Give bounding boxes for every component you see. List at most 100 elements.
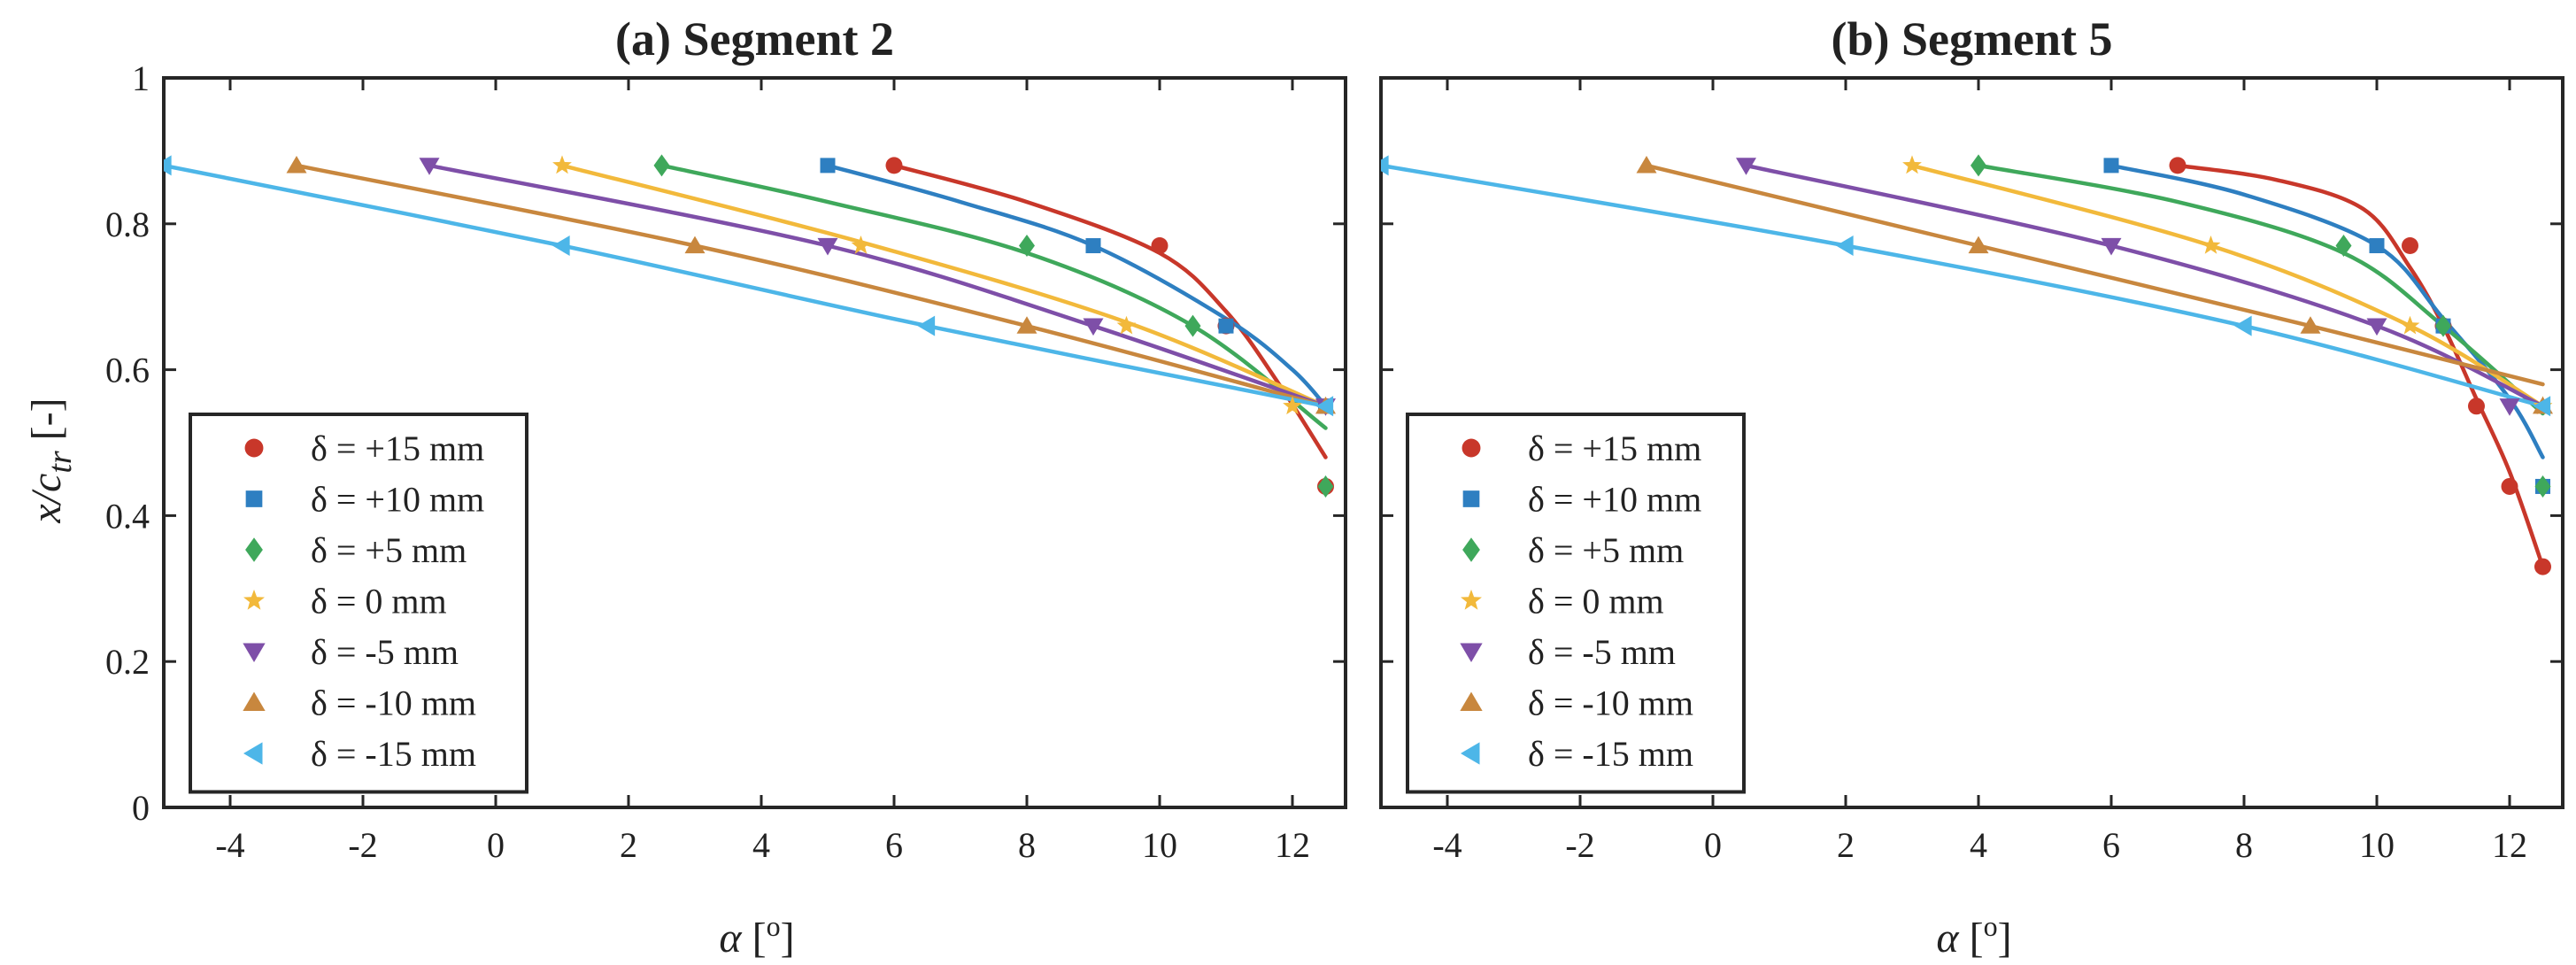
x-tick-label: 6 — [2102, 825, 2120, 865]
y-tick-label: 0.6 — [105, 351, 150, 390]
x-tick-label: -2 — [348, 825, 377, 865]
y-tick-label: 1 — [132, 58, 150, 98]
x-tick-label: 10 — [2359, 825, 2395, 865]
data-point — [2369, 238, 2385, 254]
chart-title: (a) Segment 2 — [615, 12, 894, 66]
x-tick-label: -4 — [215, 825, 244, 865]
x-tick-label: 4 — [752, 825, 770, 865]
data-point — [2400, 315, 2420, 335]
x-axis-label-unit-open: [ — [742, 915, 767, 961]
legend-marker — [245, 490, 263, 507]
data-point — [1381, 155, 1389, 176]
legend-entry: δ = -10 mm — [311, 683, 476, 723]
x-tick-label: 8 — [2235, 825, 2253, 865]
x-axis-label-b: α [o] — [1936, 910, 2011, 961]
x-tick-label: 8 — [1018, 825, 1036, 865]
series-line — [1644, 163, 2545, 387]
plot-frame — [1379, 76, 2564, 809]
data-point — [2366, 318, 2387, 336]
legend-marker — [243, 589, 265, 610]
data-point — [1016, 316, 1037, 334]
data-point — [2499, 398, 2520, 416]
legend-marker — [243, 742, 263, 765]
data-point — [885, 157, 903, 174]
data-point — [1116, 315, 1137, 335]
legend-entry: δ = +10 mm — [1528, 480, 1701, 520]
x-axis-label-symbol: α — [1936, 915, 1959, 961]
chart-title: (b) Segment 5 — [1832, 12, 2113, 66]
series-line — [559, 163, 1328, 409]
data-point — [1184, 314, 1201, 337]
data-point — [2101, 237, 2122, 256]
x-tick-label: 0 — [1704, 825, 1722, 865]
x-axis-label-unit-close: ] — [781, 915, 795, 961]
data-point — [2103, 158, 2119, 174]
legend-box — [1406, 413, 1746, 794]
legend-entry: δ = -10 mm — [1528, 683, 1693, 723]
series-line — [164, 163, 1328, 409]
data-point — [1151, 237, 1168, 255]
y-tick-label: 0.4 — [105, 496, 150, 536]
data-point — [653, 154, 670, 177]
x-tick-label: 0 — [487, 825, 505, 865]
panel-segment-5: (b) Segment 5-4 -2 0 2 4 6 8 10 12δ = +15 mmδ = … — [1379, 12, 2564, 865]
data-point — [1736, 158, 1756, 175]
data-point — [1083, 318, 1104, 336]
legend-marker — [243, 691, 266, 711]
x-axis-label-unit-close: ] — [1998, 915, 2012, 961]
legend-marker — [245, 537, 263, 562]
legend: δ = +15 mm δ = +10 mm δ = +5 mm δ = 0 mm δ =… — [1406, 413, 1746, 794]
legend-entry: δ = -15 mm — [1528, 734, 1693, 774]
data-point — [1283, 396, 1302, 415]
series-line — [1381, 163, 2545, 409]
data-point — [1317, 475, 1334, 498]
legend-entry: δ = +5 mm — [311, 530, 467, 570]
legend-marker — [1460, 643, 1483, 663]
data-point — [1971, 154, 1986, 177]
legend: δ = +15 mm δ = +10 mm δ = +5 mm δ = 0 mm δ =… — [189, 413, 528, 794]
data-point — [1968, 235, 1989, 254]
data-point — [1636, 155, 1657, 174]
x-tick-label: 2 — [620, 825, 637, 865]
data-point — [817, 237, 838, 256]
data-point — [2534, 558, 2551, 575]
x-tick-label: -4 — [1432, 825, 1462, 865]
legend-entry: δ = 0 mm — [1528, 582, 1664, 621]
data-layer — [1381, 154, 2553, 575]
data-point — [2533, 396, 2551, 417]
legend-marker — [243, 643, 266, 663]
x-tick-label: 6 — [885, 825, 903, 865]
data-point — [2501, 477, 2518, 495]
series-line — [825, 163, 1328, 409]
data-point — [1019, 235, 1035, 258]
x-tick-label: 10 — [1142, 825, 1177, 865]
data-point — [2335, 235, 2352, 258]
data-point — [684, 235, 706, 254]
plot-frame — [162, 76, 1347, 809]
x-tick-label: 4 — [1970, 825, 1987, 865]
data-point — [164, 155, 172, 176]
legend-marker — [1462, 490, 1480, 507]
series-line — [659, 163, 1328, 430]
data-point — [2402, 237, 2418, 255]
data-point — [1085, 238, 1101, 254]
series-line — [891, 163, 1328, 459]
series-line — [1976, 163, 2545, 416]
y-axis-label-main: x/c — [23, 474, 70, 524]
legend-marker — [1462, 438, 1481, 458]
x-axis-label-unit-open: [ — [1959, 915, 1984, 961]
data-point — [2234, 315, 2252, 336]
legend-entry: δ = +15 mm — [1528, 428, 1701, 468]
data-point — [2300, 316, 2321, 334]
legend-marker — [1460, 691, 1483, 711]
x-tick-label: 12 — [2492, 825, 2527, 865]
x-axis-label-unit-sup: o — [767, 910, 781, 942]
data-point — [552, 235, 570, 257]
y-tick-label: 0 — [132, 788, 150, 828]
data-point — [552, 155, 572, 174]
panel-segment-2: (a) Segment 2 -4 -2 0 2 4 6 8 10 12 0 0.2 0.4 0.6 0.8 1… — [105, 12, 1347, 865]
data-point — [917, 315, 936, 336]
legend-marker — [1462, 537, 1480, 562]
y-axis-label-subscript: tr — [42, 451, 79, 474]
